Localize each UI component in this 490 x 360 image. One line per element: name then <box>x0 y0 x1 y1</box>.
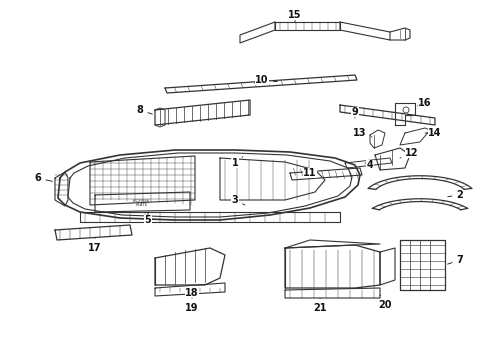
Text: 17: 17 <box>88 238 102 253</box>
Text: 3: 3 <box>232 195 245 205</box>
Text: 4: 4 <box>365 160 373 170</box>
Text: 21: 21 <box>313 298 327 313</box>
Text: 15: 15 <box>288 10 302 22</box>
Text: PLATE: PLATE <box>136 203 148 207</box>
Text: 10: 10 <box>255 75 277 85</box>
Text: 14: 14 <box>425 128 442 138</box>
Text: 13: 13 <box>353 128 372 138</box>
Text: 8: 8 <box>137 105 152 115</box>
Text: 9: 9 <box>352 107 358 118</box>
Text: 7: 7 <box>448 255 464 265</box>
Text: 16: 16 <box>417 98 432 108</box>
Text: 1: 1 <box>232 157 243 168</box>
Text: 2: 2 <box>448 190 464 200</box>
Text: 20: 20 <box>378 295 392 310</box>
Text: 12: 12 <box>400 148 419 158</box>
Text: 19: 19 <box>185 298 199 313</box>
Text: 18: 18 <box>185 288 199 298</box>
Text: 11: 11 <box>303 168 317 178</box>
Text: 5: 5 <box>145 212 151 225</box>
Text: LICENSE: LICENSE <box>133 199 151 203</box>
Text: 6: 6 <box>35 173 52 183</box>
